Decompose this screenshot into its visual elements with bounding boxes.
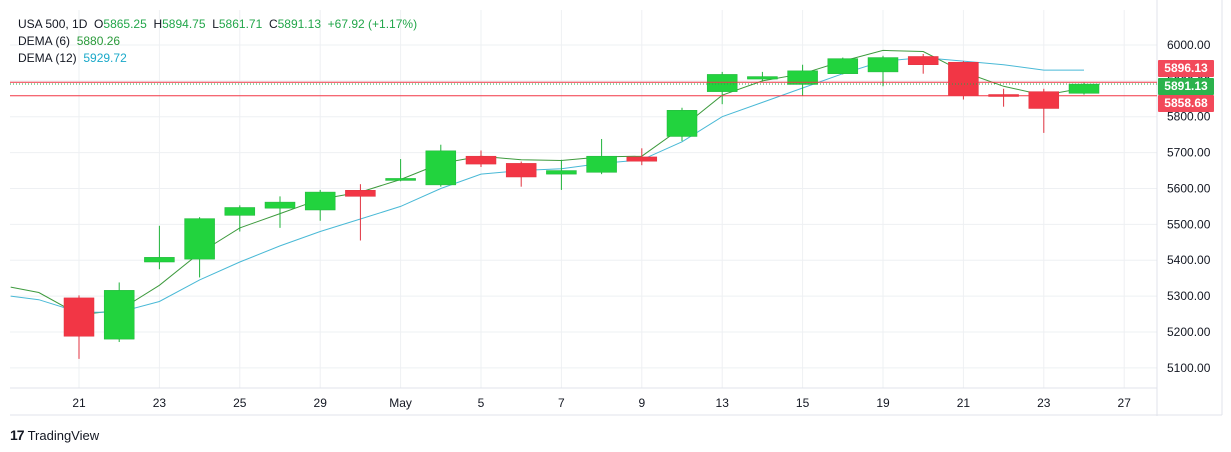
y-tick-label: 5700.00: [1167, 146, 1211, 160]
candle-body: [827, 58, 859, 74]
candle-body: [224, 207, 256, 216]
dema12-line: [10, 57, 1084, 313]
candle-body: [948, 61, 979, 96]
price-tag-label: 5891.13: [1164, 79, 1208, 93]
open-label: O: [94, 17, 104, 31]
brand-label: TradingView: [27, 427, 100, 443]
y-tick-label: 5300.00: [1167, 289, 1211, 303]
symbol-label: USA 500, 1D: [18, 17, 88, 31]
high-label: H: [153, 17, 163, 31]
tradingview-logo-icon: 17: [10, 427, 25, 443]
x-tick-label: 19: [876, 396, 890, 410]
x-tick-label: 29: [314, 396, 328, 410]
low-value: 5861.71: [218, 17, 263, 31]
x-tick-label: 21: [957, 396, 971, 410]
x-tick-label: 13: [716, 396, 730, 410]
candle-body: [465, 155, 497, 165]
dema6-value: 5880.26: [76, 34, 121, 48]
dema6-line: [10, 49, 1085, 316]
y-tick-label: 5600.00: [1167, 181, 1211, 195]
dema12-label: DEMA (12): [18, 51, 77, 65]
candle-body: [706, 74, 738, 92]
x-tick-label: 15: [796, 396, 810, 410]
y-tick-label: 6000.00: [1167, 38, 1211, 52]
price-tag: [1158, 78, 1214, 95]
x-tick-label: 21: [72, 396, 86, 410]
candle-body: [184, 218, 215, 260]
candle-body: [505, 163, 537, 178]
close-label: C: [268, 17, 278, 31]
high-value: 5894.75: [162, 17, 206, 31]
candle-body: [1068, 83, 1100, 94]
dema12-row: DEMA (12) 5929.72: [18, 50, 417, 67]
chart-legend: USA 500, 1D O5865.25 H5894.75 L5861.71 C…: [18, 16, 417, 67]
candle-body: [546, 170, 577, 175]
close-value: 5891.13: [277, 17, 321, 31]
x-tick-label: 27: [1118, 396, 1132, 410]
ohlc-row: USA 500, 1D O5865.25 H5894.75 L5861.71 C…: [18, 16, 417, 33]
price-tag: [1158, 60, 1214, 77]
x-tick-label: 23: [1037, 396, 1051, 410]
candle-body: [144, 257, 175, 263]
candle-body: [666, 110, 698, 137]
candle-body: [586, 155, 617, 173]
dema6-row: DEMA (6) 5880.26: [18, 33, 417, 50]
x-tick-label: 9: [638, 396, 645, 410]
x-tick-label: 25: [233, 396, 247, 410]
y-tick-label: 5400.00: [1167, 253, 1211, 267]
price-tag-label: 5896.13: [1164, 61, 1208, 75]
x-tick-label: 7: [558, 396, 565, 410]
candle-body: [867, 57, 899, 73]
candle-body: [345, 190, 376, 197]
y-tick-label: 5200.00: [1167, 325, 1211, 339]
x-tick-label: 5: [478, 396, 485, 410]
candle-body: [1028, 91, 1060, 109]
y-tick-label: 5100.00: [1167, 361, 1211, 375]
candle-body: [385, 178, 416, 181]
candle-body: [425, 150, 457, 186]
candle-body: [264, 201, 296, 209]
low-label: L: [212, 17, 219, 31]
candle-body: [907, 56, 939, 65]
open-value: 5865.25: [103, 17, 147, 31]
price-tag: [1158, 95, 1214, 112]
candle-body: [747, 76, 778, 80]
y-tick-label: 5800.00: [1167, 110, 1211, 124]
footer: 17 TradingView: [10, 427, 99, 443]
x-tick-label: May: [389, 396, 412, 410]
dema6-label: DEMA (6): [18, 34, 71, 48]
candle-body: [63, 297, 95, 337]
candle-body: [626, 156, 658, 162]
price-tag-label: 5858.68: [1164, 96, 1208, 110]
y-tick-label: 5500.00: [1167, 217, 1211, 231]
candle-body: [103, 290, 135, 340]
x-tick-label: 23: [153, 396, 167, 410]
change-value: +67.92 (+1.17%): [327, 17, 418, 31]
candle-body: [304, 191, 336, 211]
dema12-value: 5929.72: [83, 51, 127, 65]
